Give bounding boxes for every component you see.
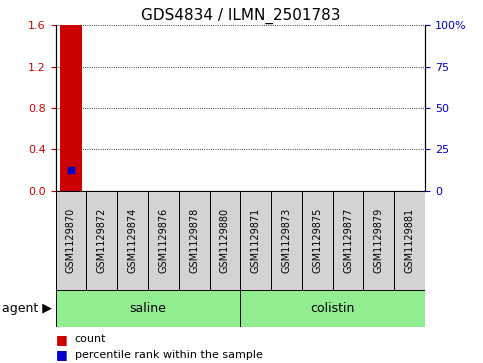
Bar — [60, 25, 82, 191]
Bar — [56, 191, 86, 290]
Bar — [302, 191, 333, 290]
Text: colistin: colistin — [311, 302, 355, 315]
Bar — [210, 191, 240, 290]
Bar — [240, 290, 425, 327]
Bar — [86, 191, 117, 290]
Text: GSM1129872: GSM1129872 — [97, 208, 107, 273]
Text: ■: ■ — [56, 348, 67, 362]
Bar — [394, 191, 425, 290]
Text: GSM1129873: GSM1129873 — [282, 208, 291, 273]
Bar — [117, 191, 148, 290]
Bar — [333, 191, 364, 290]
Title: GDS4834 / ILMN_2501783: GDS4834 / ILMN_2501783 — [141, 8, 340, 24]
Bar — [148, 191, 179, 290]
Text: GSM1129878: GSM1129878 — [189, 208, 199, 273]
Bar — [179, 191, 210, 290]
Text: GSM1129881: GSM1129881 — [405, 208, 414, 273]
Text: GSM1129879: GSM1129879 — [374, 208, 384, 273]
Text: percentile rank within the sample: percentile rank within the sample — [75, 350, 263, 360]
Text: GSM1129876: GSM1129876 — [158, 208, 168, 273]
Bar — [364, 191, 394, 290]
Text: GSM1129875: GSM1129875 — [313, 208, 322, 273]
Text: GSM1129871: GSM1129871 — [251, 208, 261, 273]
Text: GSM1129870: GSM1129870 — [66, 208, 76, 273]
Text: GSM1129874: GSM1129874 — [128, 208, 138, 273]
Text: GSM1129877: GSM1129877 — [343, 208, 353, 273]
Text: count: count — [75, 334, 106, 344]
Text: agent ▶: agent ▶ — [2, 302, 52, 315]
Bar — [240, 191, 271, 290]
Text: ■: ■ — [56, 333, 67, 346]
Bar — [271, 191, 302, 290]
Text: saline: saline — [129, 302, 166, 315]
Bar — [56, 290, 241, 327]
Text: GSM1129880: GSM1129880 — [220, 208, 230, 273]
